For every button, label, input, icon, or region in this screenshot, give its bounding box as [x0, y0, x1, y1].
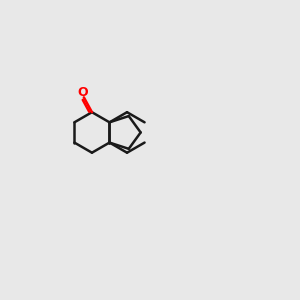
Text: O: O: [77, 86, 88, 99]
